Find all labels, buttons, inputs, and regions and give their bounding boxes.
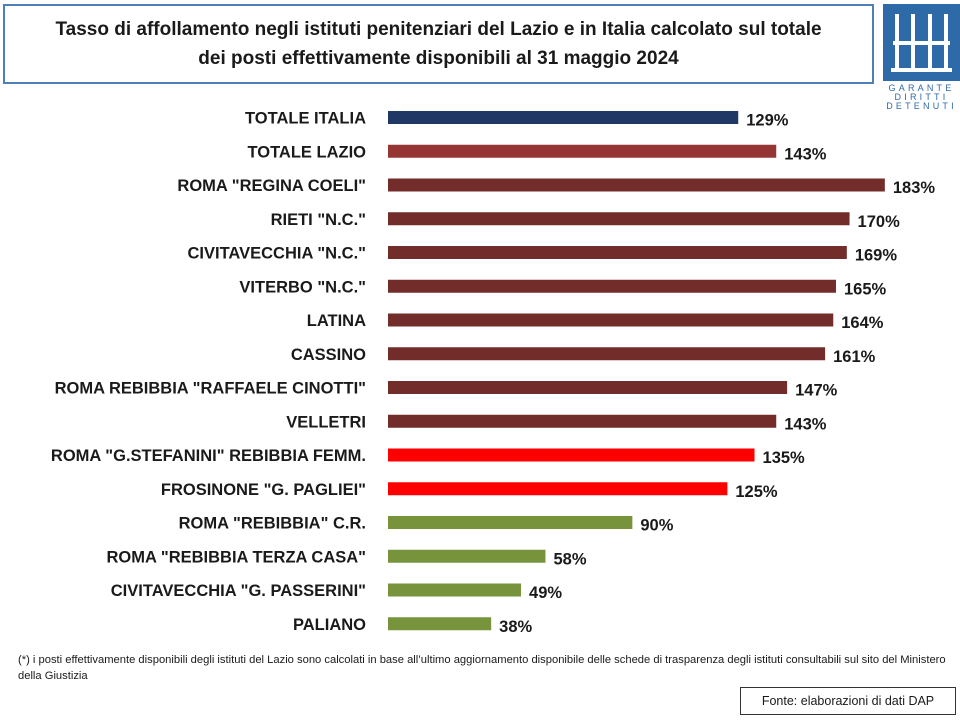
data-label: 143% <box>784 415 827 433</box>
category-label: PALIANO <box>293 616 366 634</box>
data-label: 135% <box>763 449 806 467</box>
bar <box>388 583 522 597</box>
category-label: ROMA "G.STEFANINI" REBIBBIA FEMM. <box>51 447 366 465</box>
category-label: CIVITAVECCHIA "N.C." <box>187 245 366 263</box>
garante-logo: GARANTE DIRITTI DETENUTI <box>883 4 960 111</box>
logo-text-line-2: DIRITTI <box>894 92 949 102</box>
bar <box>388 516 633 529</box>
bar <box>388 212 850 226</box>
data-label: 170% <box>858 213 901 231</box>
category-label: RIETI "N.C." <box>271 211 366 229</box>
category-label: CIVITAVECCHIA "G. PASSERINI" <box>111 582 366 600</box>
bar <box>388 549 546 563</box>
bar <box>388 448 755 462</box>
data-label: 38% <box>499 618 532 636</box>
category-label: FROSINONE "G. PAGLIEI" <box>161 481 366 499</box>
bar <box>388 313 834 327</box>
category-label: TOTALE ITALIA <box>245 110 366 128</box>
category-label: ROMA "REBIBBIA" C.R. <box>179 515 366 533</box>
category-label: VITERBO "N.C." <box>239 278 366 296</box>
bar <box>388 482 728 496</box>
logo-text-line-1: GARANTE <box>888 83 955 93</box>
bar <box>388 279 836 293</box>
source-note: Fonte: elaborazioni di dati DAP <box>740 687 956 715</box>
data-label: 49% <box>529 584 562 602</box>
category-label: TOTALE LAZIO <box>247 143 366 161</box>
chart-title-line-2: dei posti effettivamente disponibili al … <box>198 48 679 69</box>
data-label: 165% <box>844 280 887 298</box>
data-label: 58% <box>553 550 586 568</box>
category-label: ROMA "REBIBBIA TERZA CASA" <box>107 548 366 566</box>
bar <box>388 414 777 428</box>
logo-text-line-3: DETENUTI <box>886 101 957 111</box>
data-label: 183% <box>893 179 936 197</box>
category-label: ROMA REBIBBIA "RAFFAELE CINOTTI" <box>55 380 366 398</box>
bar <box>388 178 885 192</box>
bar <box>388 347 826 361</box>
bar <box>388 144 777 158</box>
data-label: 143% <box>784 145 827 163</box>
bar-chart: TOTALE ITALIA 129% TOTALE LAZIO 143% ROMA "R… <box>51 110 936 636</box>
category-label: LATINA <box>307 312 366 330</box>
data-label: 125% <box>735 483 778 501</box>
logo-emblem-icon <box>891 14 952 72</box>
bar <box>388 617 492 631</box>
data-label: 147% <box>795 382 838 400</box>
bar <box>388 111 739 124</box>
data-label: 161% <box>833 348 876 366</box>
data-label: 169% <box>855 247 898 265</box>
category-label: VELLETRI <box>286 413 366 431</box>
bar <box>388 381 788 394</box>
data-label: 129% <box>746 112 789 130</box>
chart-title-box: Tasso di affollamento negli istituti pen… <box>3 4 874 84</box>
footnote: (*) i posti effettivamente disponibili d… <box>18 654 946 682</box>
logo-mark <box>883 4 960 81</box>
data-label: 164% <box>841 314 884 332</box>
bar <box>388 246 847 259</box>
category-label: ROMA "REGINA COELI" <box>177 177 366 195</box>
chart-title-line-1: Tasso di affollamento negli istituti pen… <box>55 19 822 40</box>
category-label: CASSINO <box>291 346 366 364</box>
data-label: 90% <box>640 517 673 535</box>
